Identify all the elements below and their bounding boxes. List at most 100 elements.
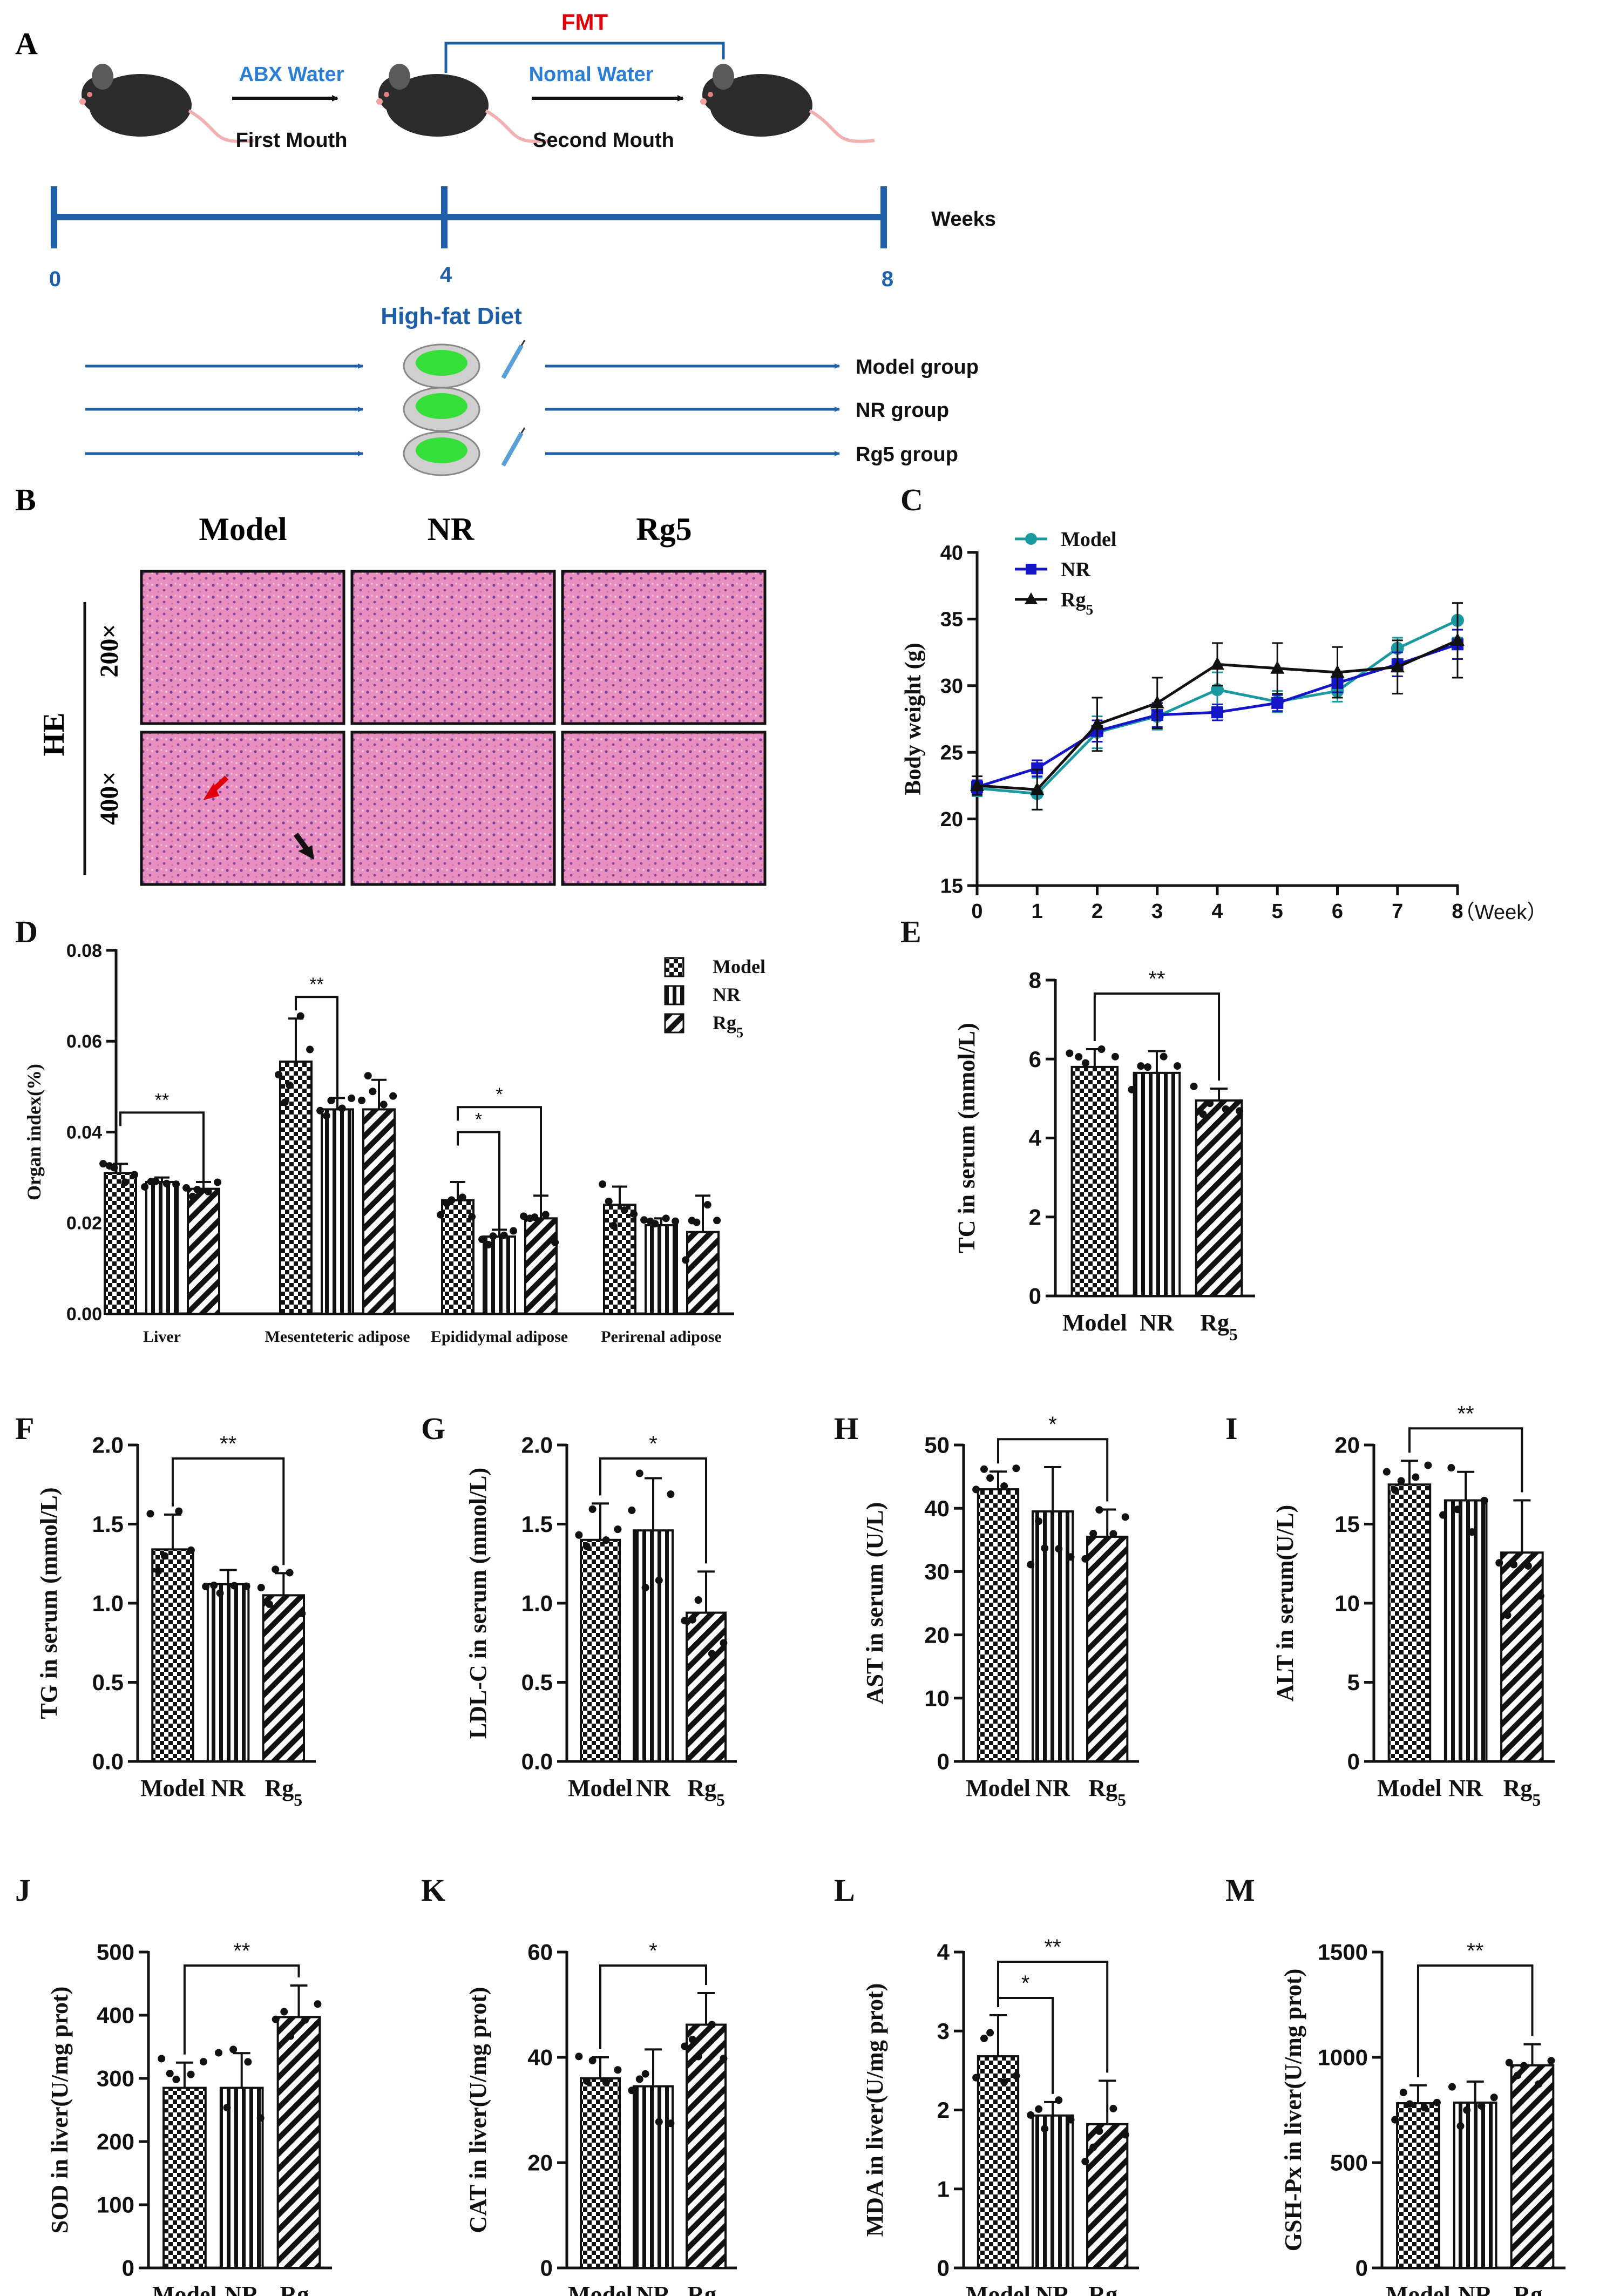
y-tick-label: 0 (1029, 1284, 1041, 1309)
data-point (146, 1510, 154, 1518)
significance-bracket (599, 1964, 707, 2049)
significance-label: * (496, 1084, 503, 1105)
x-tick-label: Rg5 (1088, 1775, 1126, 1809)
data-point (437, 1211, 445, 1219)
row-label: 200× (95, 624, 124, 677)
data-point (614, 1525, 622, 1534)
y-tick-label: 2.0 (92, 1433, 124, 1458)
data-point (526, 1214, 534, 1223)
x-tick-label: Model (1377, 1775, 1442, 1801)
x-tick-label: Rg5 (1503, 1775, 1541, 1809)
data-point (1027, 1561, 1035, 1569)
data-point (713, 1217, 721, 1225)
significance-label: ** (1458, 1402, 1474, 1426)
bar (686, 2023, 727, 2270)
row-label: 400× (95, 771, 124, 825)
data-point (478, 1235, 486, 1244)
data-point (229, 2045, 238, 2054)
y-tick-label: 10 (1334, 1591, 1360, 1616)
data-point (1081, 1555, 1089, 1563)
data-point (681, 2042, 689, 2050)
y-tick-label: 4 (1029, 1125, 1042, 1151)
bar (580, 2077, 621, 2269)
data-point (1330, 665, 1345, 678)
y-axis-label: ALT in serum(U/L) (1272, 1505, 1298, 1701)
bar (145, 1181, 179, 1315)
data-point (358, 1096, 366, 1104)
x-tick-label: 7 (1392, 900, 1403, 923)
y-tick-label: 4 (937, 1940, 950, 1965)
y-tick-label: 2 (1029, 1204, 1041, 1230)
y-tick-label: 35 (940, 609, 963, 631)
x-axis-label: （Week） (1454, 901, 1547, 924)
data-point (970, 778, 984, 791)
data-point (667, 1490, 675, 1498)
bar (276, 2016, 321, 2269)
second-label: Second Mouth (533, 129, 674, 152)
data-point (160, 1552, 168, 1560)
panel-letter-b: B (15, 482, 36, 517)
significance-label: * (649, 1432, 658, 1456)
x-tick-label: Epididymal adipose (431, 1328, 568, 1346)
significance-bracket (171, 1457, 285, 1565)
data-point (256, 2114, 265, 2122)
bar (1031, 1510, 1074, 1763)
y-tick-label: 15 (1334, 1511, 1360, 1537)
data-point (662, 1214, 670, 1223)
data-point (1406, 2100, 1414, 2108)
x-tick-label: 8 (1452, 900, 1463, 923)
data-point (1222, 1105, 1230, 1113)
data-point (500, 1231, 508, 1239)
data-point (1503, 1611, 1512, 1619)
data-point (1490, 2094, 1498, 2102)
legend-label: Rg5 (1061, 589, 1093, 618)
y-tick-label: 50 (924, 1433, 950, 1458)
y-tick-label: 30 (924, 1559, 950, 1584)
y-axis-label: AST in serum (U/L) (862, 1502, 888, 1704)
data-point (204, 1187, 212, 1196)
bar (262, 1594, 306, 1763)
y-axis-label: TC in serum (mmol/L) (953, 1023, 980, 1253)
black-arrow-icon (293, 833, 314, 860)
data-point (972, 2074, 980, 2082)
panel-letter-d: D (15, 914, 38, 949)
data-point (599, 1180, 607, 1188)
bar (362, 1108, 396, 1315)
y-tick-label: 0.06 (66, 1031, 102, 1052)
data-point (1510, 1561, 1518, 1569)
data-point (286, 2032, 294, 2040)
y-tick-label: 200 (97, 2129, 134, 2155)
data-point (708, 1650, 716, 1658)
bar (633, 2085, 674, 2269)
data-point (614, 2066, 622, 2074)
y-tick-label: 0.0 (92, 1749, 124, 1774)
x-tick-label: NR (1035, 2281, 1070, 2296)
data-point (1391, 2116, 1399, 2124)
data-point (1520, 2062, 1528, 2070)
y-tick-label: 0.5 (521, 1670, 553, 1695)
group-label: Rg5 group (856, 443, 958, 466)
data-point (582, 1542, 591, 1550)
chart-panel-i: I 0 5 10 15 20 Model NR Rg5 ** ALT in serum(U/L) (1225, 1402, 1555, 1809)
fmt-bracket (444, 42, 725, 73)
data-point (1137, 1062, 1145, 1070)
data-point (1012, 1464, 1020, 1473)
data-point (147, 1178, 155, 1186)
red-arrow-icon (203, 775, 229, 800)
data-point (609, 1221, 618, 1230)
significance-bracket (997, 1961, 1109, 2073)
data-point (703, 1201, 711, 1209)
y-tick-label: 0.0 (521, 1749, 553, 1774)
x-tick-label: Rg5 (280, 2281, 318, 2296)
data-point (672, 1217, 680, 1225)
data-point (182, 1184, 191, 1192)
data-point (257, 1584, 265, 1592)
data-point (655, 2118, 663, 2126)
significance-bracket (1408, 1427, 1523, 1493)
abx-label: ABX Water (239, 63, 344, 86)
x-tick-label: NR (1458, 2281, 1493, 2296)
y-tick-label: 20 (527, 2150, 553, 2176)
data-point (980, 2034, 988, 2042)
y-tick-label: 6 (1029, 1046, 1041, 1072)
x-tick-label: Liver (143, 1328, 181, 1346)
